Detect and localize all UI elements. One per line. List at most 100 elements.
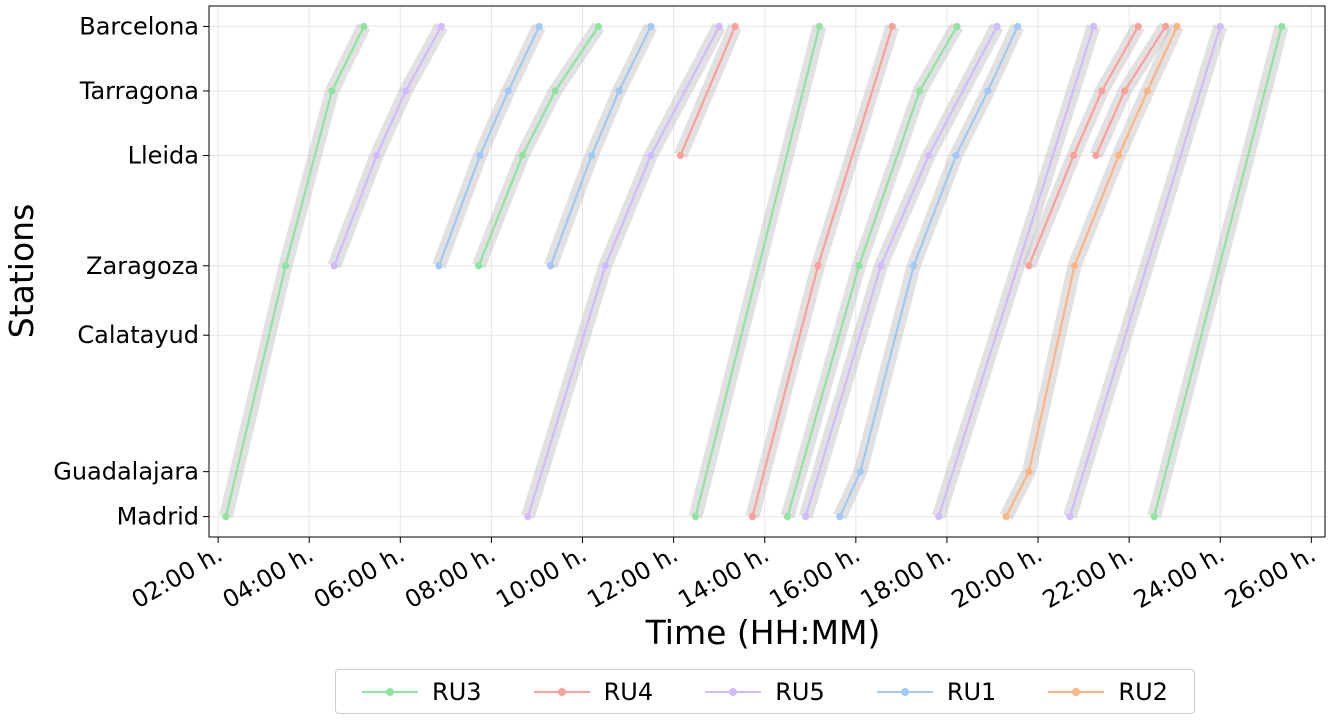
x-tick-label: 04:00 h. — [218, 540, 318, 614]
legend-item-ru5: RU5 — [705, 678, 825, 706]
x-tick-label: 18:00 h. — [856, 540, 956, 614]
x-axis-label: Time (HH:MM) — [645, 613, 881, 652]
stop-point-ru1 — [476, 151, 484, 160]
train-band-ru1 — [544, 23, 658, 269]
stop-point-ru1 — [856, 468, 864, 476]
legend-label: RU5 — [775, 677, 825, 706]
train-line-ru3 — [786, 25, 958, 517]
train-band-ru3 — [472, 22, 605, 269]
stop-point-ru3 — [855, 262, 863, 270]
stop-point-ru3 — [328, 87, 336, 95]
stop-point-ru2 — [1070, 262, 1079, 270]
stop-point-ru3 — [1150, 512, 1158, 521]
y-axis-label: Stations — [2, 204, 41, 339]
stop-point-ru4 — [1025, 262, 1033, 270]
train-band-ru3 — [219, 23, 371, 519]
x-tick-label: 12:00 h. — [582, 540, 682, 614]
legend-swatch — [1048, 683, 1105, 701]
stop-point-ru1 — [1013, 22, 1022, 31]
stop-point-ru3 — [281, 262, 290, 270]
legend-item-ru3: RU3 — [362, 678, 482, 706]
stop-point-ru5 — [330, 262, 338, 270]
train-line-ru1 — [437, 25, 541, 267]
legend-label: RU4 — [603, 677, 654, 706]
train-bands — [219, 22, 1289, 520]
stop-point-ru5 — [373, 151, 381, 160]
stop-point-ru2 — [1173, 22, 1181, 31]
stop-point-ru3 — [518, 151, 526, 160]
x-tick-label: 06:00 h. — [309, 540, 409, 614]
station-label: Tarragona — [79, 77, 199, 105]
train-line-ru5 — [526, 25, 721, 517]
stop-point-ru5 — [877, 262, 885, 270]
train-line-ru1 — [838, 25, 1019, 518]
train-line-ru5 — [804, 25, 998, 517]
stop-point-ru5 — [993, 22, 1001, 31]
legend-label: RU1 — [946, 677, 997, 706]
axes — [203, 5, 1326, 543]
x-tick-label: 14:00 h. — [673, 540, 773, 614]
legend-swatch — [876, 683, 933, 701]
x-tick-label: 26:00 h. — [1220, 540, 1320, 614]
x-tick-label: 02:00 h. — [127, 540, 227, 614]
stop-point-ru5 — [647, 151, 655, 160]
x-tick-label: 20:00 h. — [947, 540, 1047, 614]
legend-swatch — [362, 683, 419, 701]
stop-point-ru3 — [915, 87, 924, 95]
stop-point-ru4 — [1134, 22, 1142, 31]
stop-point-ru4 — [814, 262, 822, 270]
stop-point-ru5 — [437, 22, 445, 31]
stop-point-ru1 — [910, 262, 918, 270]
legend-item-ru1: RU1 — [876, 677, 997, 706]
station-label: Zaragoza — [86, 252, 199, 280]
stop-point-ru3 — [222, 512, 230, 521]
stop-point-ru4 — [1069, 151, 1078, 160]
stop-point-ru4 — [1098, 87, 1106, 95]
train-line-ru2 — [1005, 25, 1179, 518]
train-line-ru3 — [224, 25, 365, 517]
stop-point-ru4 — [1120, 87, 1129, 95]
stop-point-ru5 — [601, 262, 609, 270]
x-tick-label: 22:00 h. — [1038, 540, 1138, 614]
stop-point-ru1 — [984, 87, 992, 95]
stop-point-ru4 — [1092, 151, 1100, 160]
legend: RU3 RU4 RU5 RU1 RU2 — [335, 669, 1195, 714]
train-line-ru5 — [937, 26, 1095, 517]
grid-lines — [209, 6, 1325, 537]
stop-point-ru3 — [594, 22, 603, 31]
stop-point-ru3 — [691, 512, 700, 521]
legend-swatch — [533, 683, 590, 701]
stop-point-ru2 — [1025, 468, 1033, 476]
train-line-ru3 — [694, 26, 821, 517]
plot-frame — [208, 5, 1326, 538]
stop-point-ru5 — [715, 22, 723, 31]
stop-point-ru1 — [615, 87, 623, 95]
train-line-ru5 — [1068, 26, 1222, 517]
stop-point-ru5 — [925, 151, 933, 160]
stop-point-ru1 — [588, 151, 596, 160]
train-line-ru3 — [477, 25, 600, 267]
stop-point-ru5 — [402, 87, 410, 95]
stop-point-ru5 — [935, 512, 943, 521]
stop-point-ru3 — [1278, 22, 1286, 31]
stop-point-ru5 — [1066, 512, 1074, 521]
station-label: Lleida — [128, 141, 199, 169]
stop-point-ru3 — [953, 22, 961, 31]
stop-point-ru3 — [815, 22, 823, 31]
x-tick-label: 24:00 h. — [1129, 540, 1229, 614]
stop-point-ru4 — [731, 22, 739, 31]
station-label: Calatayud — [77, 321, 199, 349]
stop-point-ru1 — [547, 262, 555, 270]
legend-swatch — [705, 683, 762, 701]
stop-point-ru5 — [524, 512, 532, 521]
stop-point-ru5 — [802, 512, 810, 521]
stop-point-ru5 — [1090, 22, 1098, 31]
train-line-ru4 — [679, 25, 737, 156]
stop-point-ru3 — [360, 22, 368, 31]
x-tick-label: 16:00 h. — [765, 540, 865, 614]
station-label: Madrid — [117, 503, 199, 531]
stop-point-ru4 — [676, 151, 685, 160]
train-line-ru1 — [549, 25, 652, 267]
stop-point-ru5 — [1216, 22, 1224, 31]
